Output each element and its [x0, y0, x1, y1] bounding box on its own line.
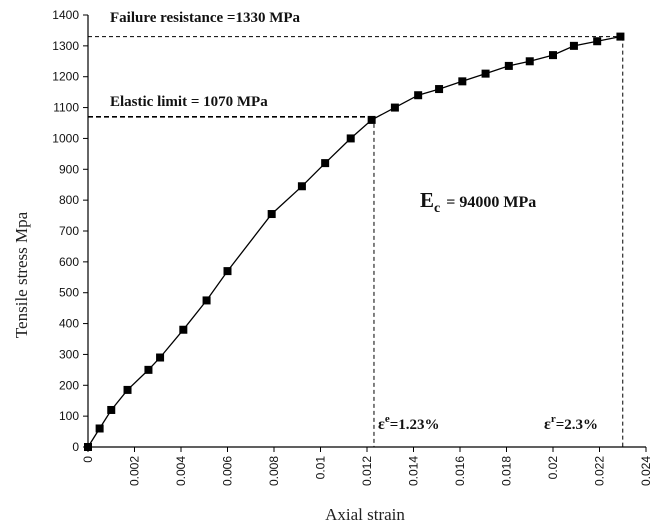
y-tick-label: 700: [59, 224, 79, 238]
data-point-marker: [593, 37, 601, 45]
y-tick-label: 1000: [52, 131, 79, 145]
data-point-marker: [96, 424, 104, 432]
data-point-marker: [458, 77, 466, 85]
data-point-marker: [156, 354, 164, 362]
y-tick-label: 800: [59, 193, 79, 207]
data-point-marker: [616, 33, 624, 41]
data-point-marker: [347, 134, 355, 142]
y-tick-label: 100: [59, 409, 79, 423]
x-tick-label: 0.024: [639, 456, 653, 486]
failure-strain-label: εr=2.3%: [544, 413, 598, 433]
data-point-marker: [179, 326, 187, 334]
data-point-marker: [144, 366, 152, 374]
data-point-marker: [570, 42, 578, 50]
data-point-marker: [203, 296, 211, 304]
data-point-marker: [526, 57, 534, 65]
data-point-marker: [549, 51, 557, 59]
x-tick-label: 0.012: [360, 456, 374, 486]
data-point-marker: [414, 91, 422, 99]
x-tick-label: 0: [81, 456, 95, 463]
x-tick-label: 0.008: [267, 456, 281, 486]
y-axis-title: Tensile stress Mpa: [12, 211, 31, 338]
modulus-label: Ec = 94000 MPa: [420, 188, 536, 216]
data-point-marker: [298, 182, 306, 190]
data-point-marker: [391, 104, 399, 112]
y-tick-label: 1400: [52, 8, 79, 22]
data-point-marker: [124, 386, 132, 394]
data-point-marker: [482, 70, 490, 78]
x-tick-label: 0.02: [546, 456, 560, 480]
x-tick-label: 0.022: [593, 456, 607, 486]
tick-layer: 0 100 200 300 400 500 600 700 800 900 1000 1100 1200…: [52, 8, 653, 486]
modulus-value: = 94000 MPa: [446, 194, 536, 211]
modulus-subscript: c: [434, 201, 440, 216]
y-tick-label: 1200: [52, 70, 79, 84]
elastic-limit-label: Elastic limit = 1070 MPa: [110, 94, 268, 110]
x-tick-label: 0.016: [453, 456, 467, 486]
data-point-marker: [224, 267, 232, 275]
x-tick-label: 0.006: [221, 456, 235, 486]
data-point-marker: [107, 406, 115, 414]
y-tick-label: 0: [72, 440, 79, 454]
y-tick-label: 200: [59, 378, 79, 392]
x-tick-label: 0.004: [174, 456, 188, 486]
data-point-marker: [368, 116, 376, 124]
elastic-strain-label: εe=1.23%: [378, 413, 440, 433]
x-axis-title: Axial strain: [325, 505, 405, 524]
failure-strain-value: =2.3%: [556, 417, 598, 433]
x-tick-label: 0.002: [128, 456, 142, 486]
x-tick-label: 0.014: [407, 456, 421, 486]
y-tick-label: 400: [59, 317, 79, 331]
failure-resistance-label: Failure resistance =1330 MPa: [110, 10, 301, 26]
y-tick-label: 900: [59, 162, 79, 176]
y-tick-label: 600: [59, 255, 79, 269]
y-tick-label: 300: [59, 347, 79, 361]
data-point-marker: [321, 159, 329, 167]
modulus-symbol: E: [420, 188, 434, 212]
y-tick-label: 1300: [52, 39, 79, 53]
x-tick-label: 0.01: [314, 456, 328, 480]
data-point-marker: [435, 85, 443, 93]
y-tick-label: 500: [59, 286, 79, 300]
data-point-marker: [268, 210, 276, 218]
y-tick-label: 1100: [53, 101, 79, 115]
plot-layer: [84, 15, 646, 451]
x-tick-label: 0.018: [500, 456, 514, 486]
elastic-strain-value: =1.23%: [390, 417, 440, 433]
data-point-marker: [505, 62, 513, 70]
